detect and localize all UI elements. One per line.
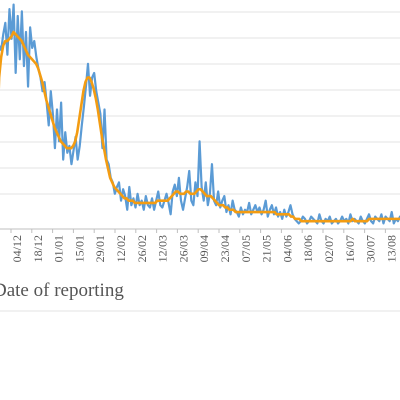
- x-tick-labels: 04/12 18/12 01/01 15/01 29/01 12/02 26/02 12/03…: [10, 229, 398, 262]
- x-tick-label: 07/05: [239, 235, 253, 262]
- x-tick-label: 12/02: [114, 235, 128, 262]
- x-tick-label: 04/12: [10, 235, 24, 262]
- x-tick-label: 18/12: [31, 235, 45, 262]
- x-tick-label: 02/07: [322, 235, 336, 262]
- x-tick-label: 18/06: [301, 235, 315, 262]
- series-lines: [0, 5, 400, 224]
- x-tick-label: 04/06: [280, 235, 294, 262]
- x-tick-label: 26/03: [176, 235, 190, 262]
- x-tick-label: 15/01: [72, 235, 86, 262]
- x-tick-label: 12/03: [156, 235, 170, 262]
- x-tick-label: 21/05: [260, 235, 274, 262]
- x-tick-label: 29/01: [93, 235, 107, 262]
- x-axis-title: Date of reporting: [0, 280, 124, 301]
- x-tick-label: 26/02: [135, 235, 149, 262]
- x-tick-label: 16/07: [343, 235, 357, 262]
- x-tick-label: 30/07: [364, 235, 378, 262]
- x-tick-label: 23/04: [218, 235, 232, 262]
- daily-series-line: [0, 5, 400, 224]
- x-tick-label: 09/04: [197, 235, 211, 262]
- x-tick-label: 01/01: [52, 235, 66, 262]
- x-tick-label: 13/08: [384, 235, 398, 262]
